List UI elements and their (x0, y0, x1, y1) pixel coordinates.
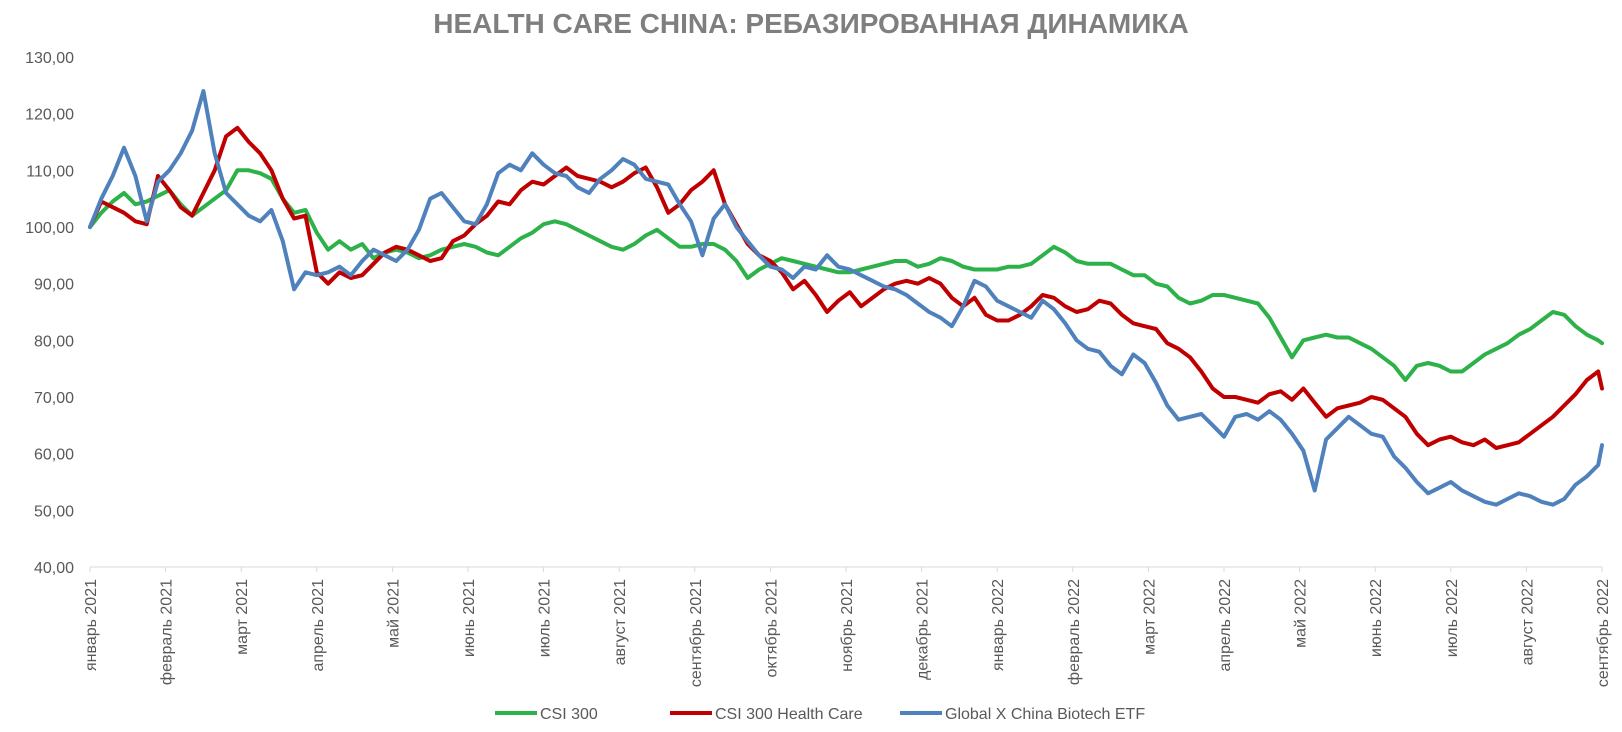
legend-label: CSI 300 (540, 706, 598, 723)
y-tick-label: 60,00 (34, 447, 74, 464)
x-tick-label: июнь 2021 (461, 579, 478, 657)
x-tick-label: август 2021 (612, 579, 629, 666)
x-tick-label: апрель 2022 (1217, 579, 1234, 672)
x-tick-label: июль 2021 (537, 579, 554, 657)
x-tick-label: декабрь 2021 (915, 579, 932, 680)
y-tick-label: 110,00 (26, 163, 74, 180)
series-line-2 (88, 125, 1604, 450)
x-tick-label: январь 2022 (990, 579, 1007, 671)
y-tick-label: 90,00 (34, 277, 74, 294)
x-tick-label: февраль 2021 (159, 579, 176, 685)
y-tick-label: 70,00 (34, 390, 74, 407)
x-tick-label: март 2021 (234, 579, 251, 655)
x-tick-label: январь 2021 (83, 579, 100, 671)
x-tick-label: март 2022 (1141, 579, 1158, 655)
y-tick-label: 120,00 (25, 107, 74, 124)
chart-title: HEALTH CARE CHINA: РЕБАЗИРОВАННАЯ ДИНАМИ… (433, 8, 1188, 39)
y-tick-label: 100,00 (25, 220, 74, 237)
x-tick-label: сентябрь 2021 (688, 579, 705, 687)
x-tick-label: сентябрь 2022 (1595, 579, 1612, 687)
x-tick-label: май 2021 (385, 579, 402, 648)
x-tick-label: июнь 2022 (1368, 579, 1385, 657)
legend-label: Global X China Biotech ETF (945, 706, 1145, 723)
series-line-1 (88, 168, 1604, 382)
legend-label: CSI 300 Health Care (715, 706, 863, 723)
x-tick-label: февраль 2022 (1066, 579, 1083, 685)
series-line-3 (88, 89, 1604, 507)
axes-layer: 130,00 120,00 110,00 100,00 90,00 80,00 70,00 6… (25, 50, 1612, 687)
series-layer (88, 89, 1604, 507)
y-tick-label: 80,00 (34, 333, 74, 350)
y-tick-label: 50,00 (34, 503, 74, 520)
y-tick-label: 40,00 (34, 560, 74, 577)
y-tick-label: 130,00 (25, 50, 74, 67)
x-tick-label: октябрь 2021 (763, 579, 780, 678)
legend: CSI 300 CSI 300 Health Care Global X China… (495, 706, 1145, 723)
x-tick-label: август 2022 (1519, 579, 1536, 666)
x-tick-label: июль 2022 (1444, 579, 1461, 657)
x-tick-label: апрель 2021 (310, 579, 327, 672)
x-tick-label: май 2022 (1293, 579, 1310, 648)
x-tick-label: ноябрь 2021 (839, 579, 856, 672)
